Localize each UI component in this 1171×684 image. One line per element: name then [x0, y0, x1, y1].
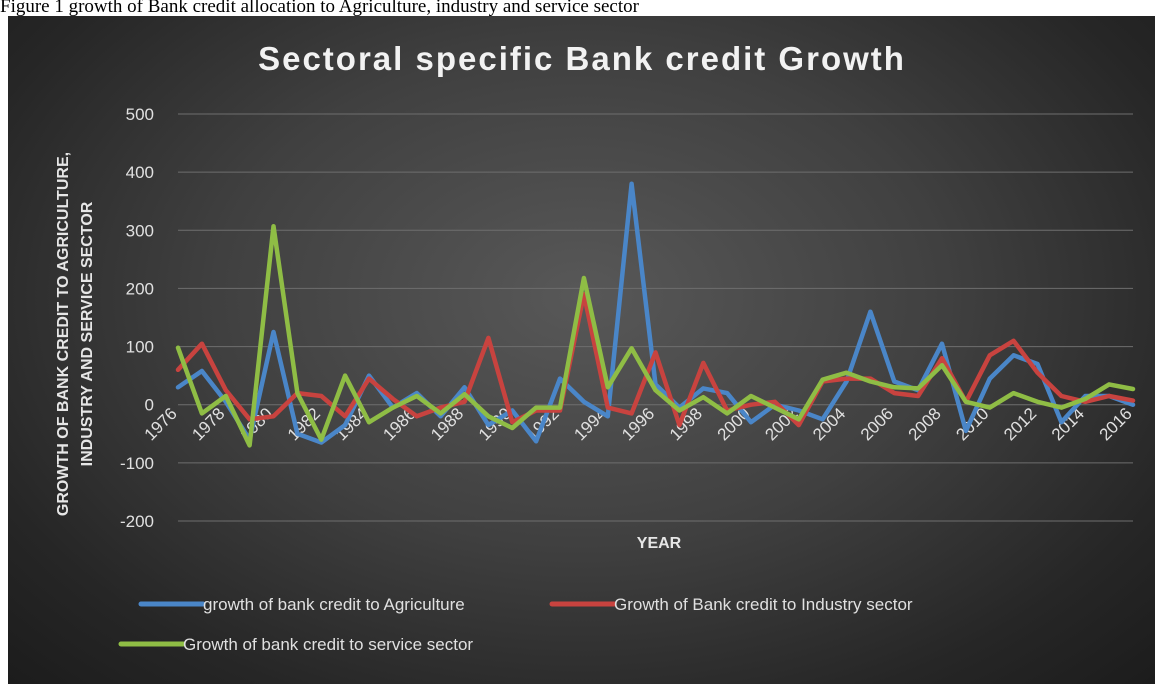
- y-tick-label: 300: [126, 221, 154, 240]
- x-tick-label: 1994: [570, 404, 610, 444]
- x-tick-label: 2016: [1096, 404, 1136, 444]
- x-tick-label: 2008: [905, 404, 945, 444]
- x-tick-label: 2014: [1048, 404, 1088, 444]
- y-tick-label: 400: [126, 163, 154, 182]
- legend-label-3: Growth of bank credit to service sector: [183, 635, 473, 654]
- y-tick-label: -200: [120, 512, 154, 531]
- chart-title: Sectoral specific Bank credit Growth: [258, 40, 906, 77]
- series-line-2: [175, 291, 1136, 428]
- line-chart: Sectoral specific Bank credit Growth 500…: [55, 40, 1136, 654]
- y-axis-label-line1: GROWTH OF BANK CREDIT TO AGRICULTURE,: [55, 152, 72, 516]
- legend-label-1: growth of bank credit to Agriculture: [203, 595, 465, 614]
- legend: growth of bank credit to Agriculture Grow…: [118, 595, 913, 654]
- y-tick-label: 200: [126, 279, 154, 298]
- figure-caption: Figure 1 growth of Bank credit allocatio…: [0, 0, 639, 17]
- x-axis-label: YEAR: [637, 535, 682, 552]
- chart-area: Sectoral specific Bank credit Growth 500…: [8, 16, 1155, 684]
- series-line-1: [175, 181, 1136, 445]
- y-tick-label: 500: [126, 105, 154, 124]
- y-tick-label: -100: [120, 454, 154, 473]
- y-axis-label-line2: INDUSTRY AND SERVICE SECTOR: [79, 201, 96, 466]
- legend-label-2: Growth of Bank credit to Industry sector: [614, 595, 913, 614]
- y-tick-label: 100: [126, 338, 154, 357]
- y-tick-label: 0: [145, 396, 154, 415]
- x-tick-label: 2006: [857, 404, 897, 444]
- series-line-3: [175, 223, 1136, 448]
- x-tick-label: 2012: [1000, 404, 1040, 444]
